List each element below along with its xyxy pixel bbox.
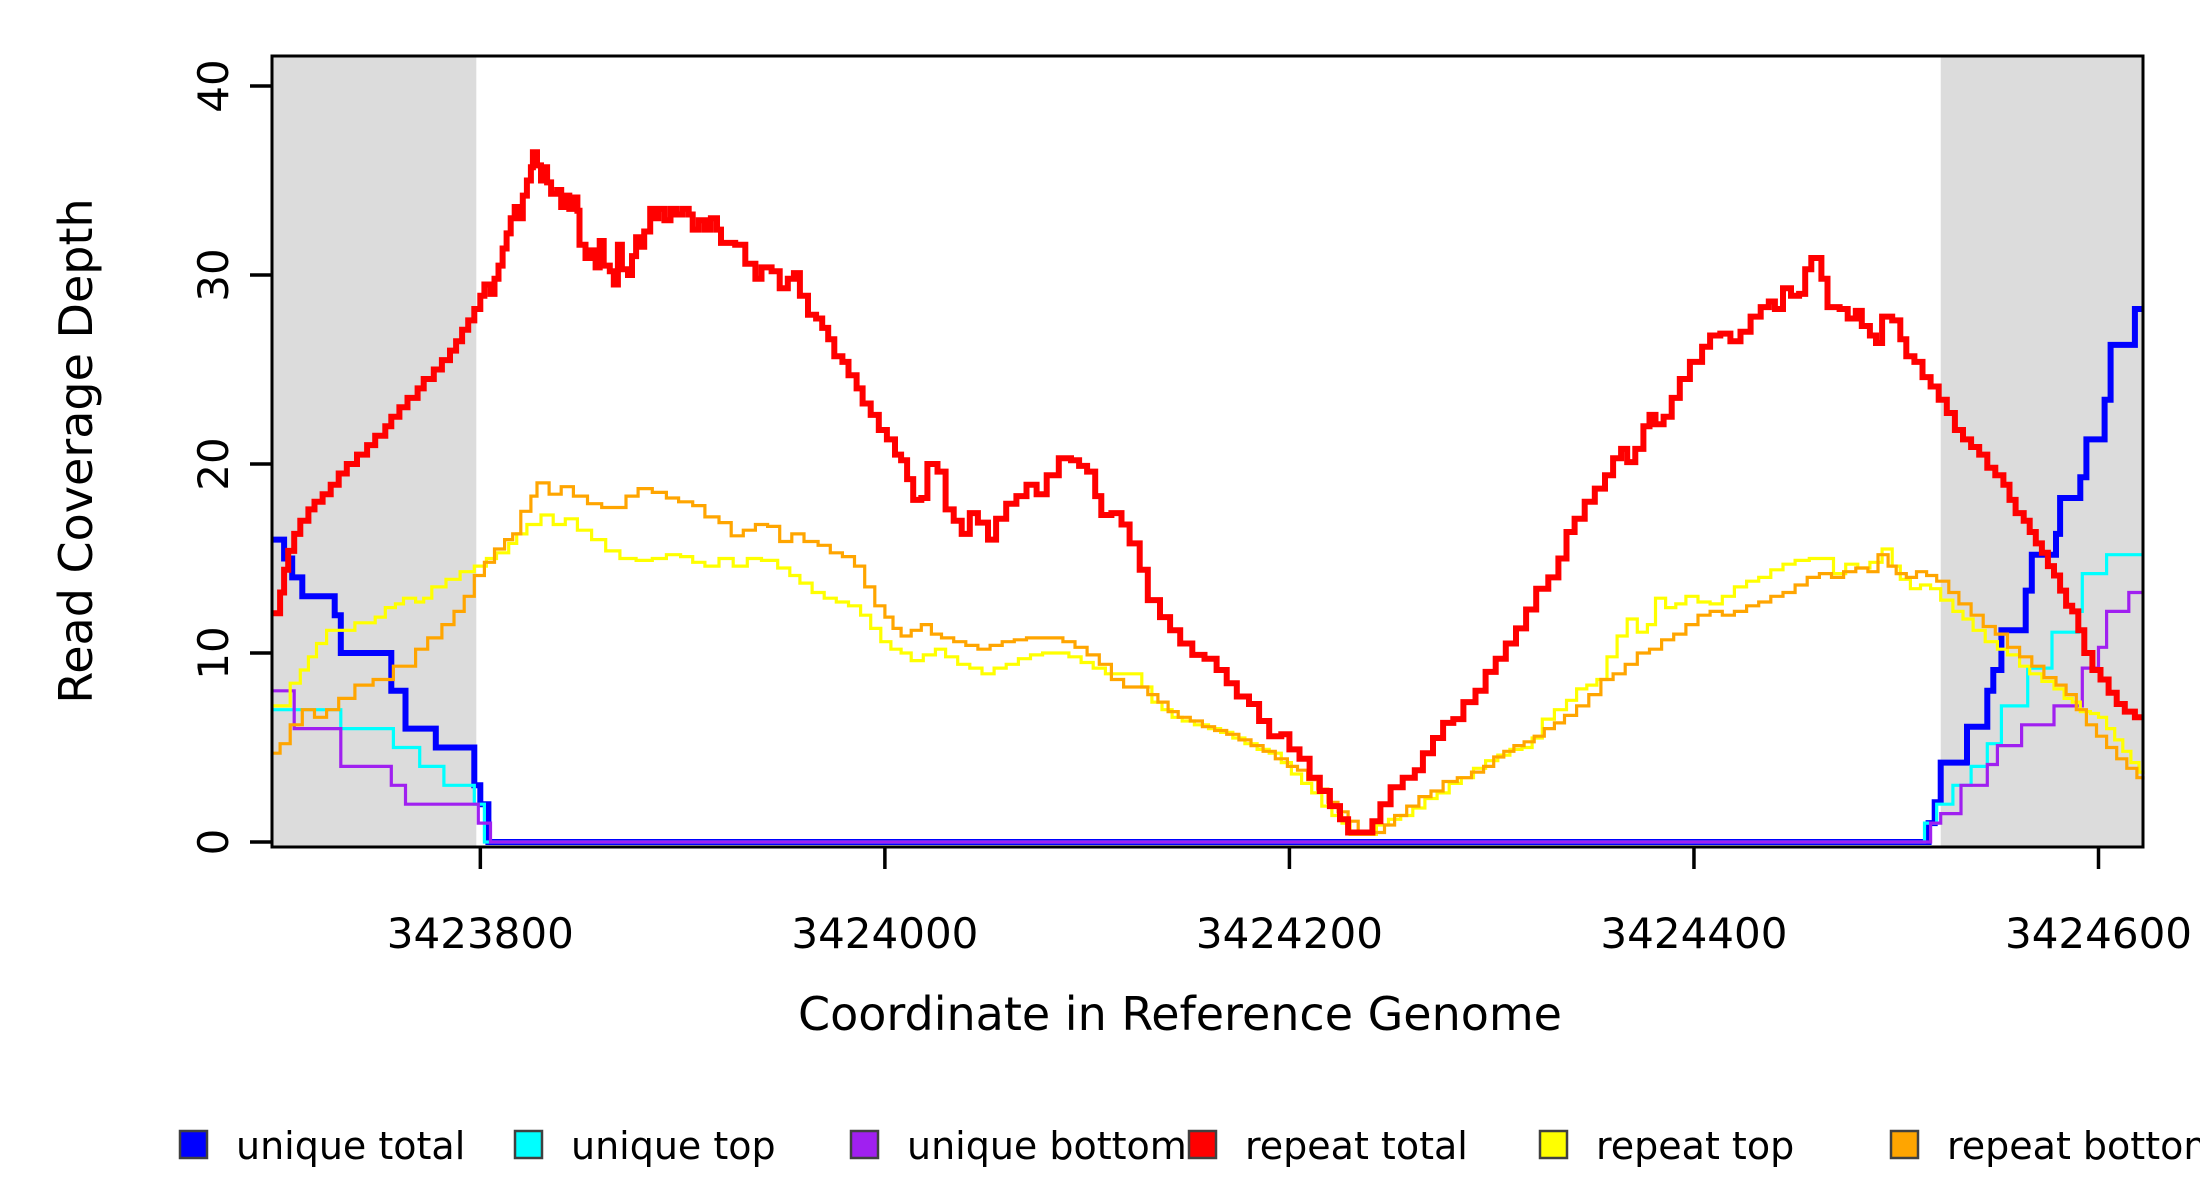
y-tick-label: 20 [189,437,238,490]
legend-swatch-repeat-bottom [1889,1129,1920,1160]
legend-item-repeat-total: repeat total [1187,1124,1468,1168]
legend-swatch-unique-top [513,1129,544,1160]
axes: 3423800 3424000 3424200 3424400 3424600 0 10 20… [189,54,2192,958]
y-axis-title: Read Coverage Depth [49,198,103,703]
legend-item-repeat-bottom: repeat bottom [1889,1124,2200,1168]
series-repeat-top [272,513,2145,836]
legend-item-repeat-top: repeat top [1538,1124,1794,1168]
legend-item-unique-top: unique top [513,1124,776,1168]
highlight-regions [272,56,2143,847]
legend-item-unique-total: unique total [178,1124,465,1168]
legend-swatch-unique-bottom [849,1129,880,1160]
x-tick-label: 3424200 [1196,909,1383,958]
y-tick-label: 10 [189,626,238,679]
y-tick-label: 0 [189,829,238,856]
x-axis-title: Coordinate in Reference Genome [798,987,1562,1041]
series-lines [272,149,2145,845]
highlight-region-right-unique-flank [1940,56,2143,847]
series-unique-top [272,553,2143,844]
legend-label: unique total [236,1124,465,1168]
x-tick-label: 3424000 [791,909,978,958]
legend-label: repeat top [1596,1124,1794,1168]
x-tick-label: 3424600 [2005,909,2192,958]
legend-label: unique top [571,1124,776,1168]
series-unique-bottom [272,590,2143,844]
legend-label: repeat bottom [1947,1124,2200,1168]
legend-label: unique bottom [907,1124,1187,1168]
highlight-region-left-unique-flank [272,56,477,847]
series-repeat-bottom [272,481,2145,835]
y-tick-label: 30 [189,248,238,301]
y-tick-label: 40 [189,59,238,112]
x-tick-label: 3424400 [1600,909,1787,958]
legend-item-unique-bottom: unique bottom [849,1124,1187,1168]
legend-swatch-repeat-total [1187,1129,1218,1160]
series-repeat-total [272,149,2143,836]
legend: unique total unique top unique bottom repea… [178,1124,2200,1168]
legend-label: repeat total [1245,1124,1468,1168]
plot-border [270,54,2145,849]
legend-swatch-unique-total [178,1129,209,1160]
x-tick-label: 3423800 [387,909,574,958]
series-unique-total [272,306,2143,845]
legend-swatch-repeat-top [1538,1129,1569,1160]
